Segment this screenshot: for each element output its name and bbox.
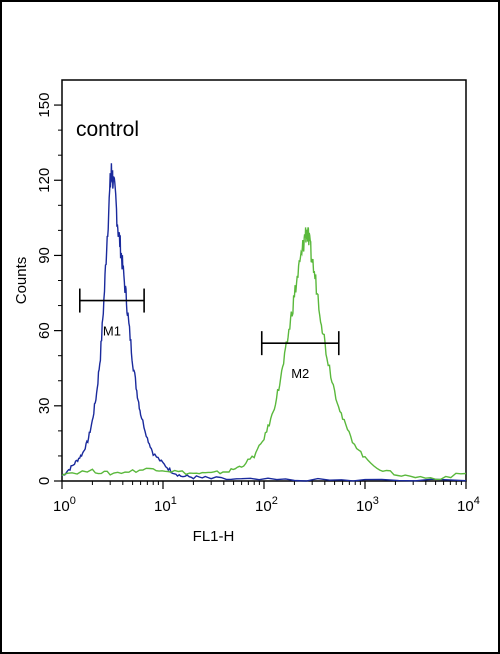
axis-ticks: 100 101 102 103 104 0 30 60 90 120 150 [36,93,480,515]
x-tick-label: 100 [53,495,76,515]
x-axis-label: FL1-H [193,528,235,545]
y-tick-label: 60 [36,322,53,339]
y-tick-label: 90 [36,247,53,264]
y-tick-label: 30 [36,397,53,414]
histogram-line-1 [61,163,467,482]
y-axis-label: Counts [13,257,30,305]
x-tick-label: 102 [255,495,278,515]
marker-label: M2 [291,366,309,381]
x-tick-label: 103 [356,495,379,515]
sample-annotation: control [76,118,139,141]
x-tick-label: 101 [154,495,177,515]
y-tick-label: 0 [36,477,53,485]
y-tick-label: 120 [36,168,53,193]
histogram-series [61,163,467,482]
marker-label: M1 [103,324,121,339]
gate-markers: M1 M2 [78,288,340,381]
y-tick-label: 150 [36,93,53,118]
histogram-line-2 [61,227,467,481]
x-tick-label: 104 [457,495,480,515]
